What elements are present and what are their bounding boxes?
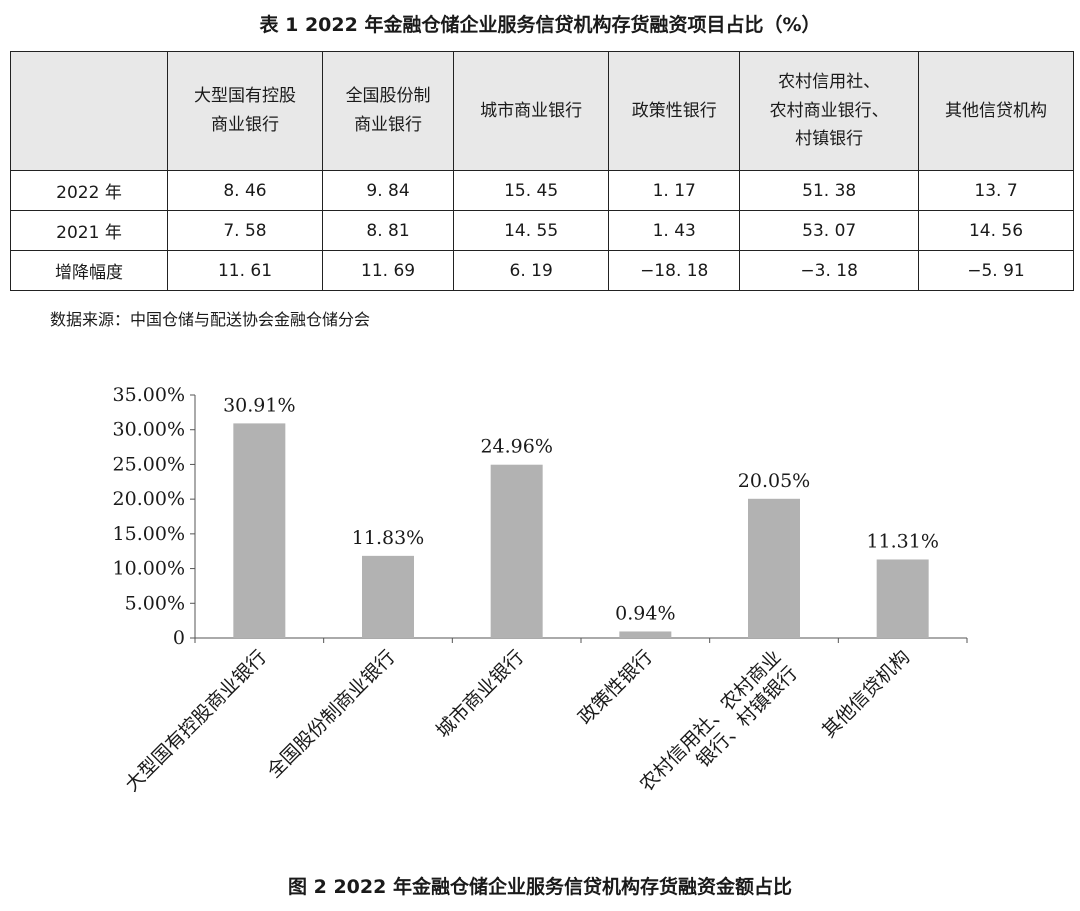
table-cell: 51. 38 (739, 170, 920, 211)
bar-chart: 0 5.00% 10.00% 15.00% 20.00% 25.00% 30.00% 35.0… (113, 384, 968, 812)
bar (876, 559, 929, 638)
header-cell: 大型国有控股 商业银行 (167, 51, 323, 171)
data-table: 大型国有控股 商业银行 全国股份制 商业银行 城市商业银行 政策性银行 农村信用社、… (10, 51, 1074, 291)
table-cell: 7. 58 (167, 210, 323, 251)
data-label: 30.91% (223, 394, 295, 416)
table-header-row: 大型国有控股 商业银行 全国股份制 商业银行 城市商业银行 政策性银行 农村信用社、… (10, 51, 1074, 171)
header-label: 商业银行 (210, 115, 279, 135)
y-tick-label: 25.00% (113, 453, 185, 475)
table-cell: −18. 18 (608, 250, 741, 291)
table-cell: 1. 43 (608, 210, 741, 251)
y-tick-label: 15.00% (113, 523, 185, 545)
table-cell: 11. 69 (321, 250, 455, 291)
figure-title: 图 2 2022 年金融仓储企业服务信贷机构存货融资金额占比 (288, 876, 792, 898)
x-category-label: 城市商业银行 (432, 646, 528, 742)
bar (233, 423, 286, 638)
bar (619, 631, 672, 638)
header-label: 其他信贷机构 (945, 100, 1047, 121)
y-tick-label: 35.00% (113, 384, 185, 406)
bar (490, 464, 543, 638)
header-cell: 农村信用社、 农村商业银行、 村镇银行 (739, 51, 920, 171)
table-row: 2021 年 7. 58 8. 81 14. 55 1. 43 53. 07 1… (10, 210, 1074, 251)
header-label: 大型国有控股 (193, 86, 296, 107)
bar (362, 555, 414, 638)
x-category-label: 全国股份制商业银行 (263, 646, 399, 782)
table-cell: 13. 7 (918, 170, 1074, 211)
y-tick-label: 5.00% (125, 592, 185, 614)
table-cell: 9. 84 (321, 170, 455, 211)
y-tick-label: 30.00% (113, 419, 185, 441)
table-cell: 53. 07 (739, 210, 920, 251)
data-label: 11.31% (866, 530, 938, 552)
header-cell (10, 51, 168, 171)
table-cell: 1. 17 (608, 170, 741, 211)
x-category-label-line: 全国股份制商业银行 (263, 646, 399, 782)
x-category-label-line: 大型国有控股商业银行 (121, 646, 271, 796)
header-label: 村镇银行 (795, 129, 864, 150)
table-row: 增降幅度 11. 61 11. 69 6. 19 −18. 18 −3. 18 … (10, 250, 1074, 291)
header-label: 农村信用社、 (778, 71, 881, 92)
table-cell: −3. 18 (739, 250, 920, 291)
x-category-label: 其他信贷机构 (818, 646, 914, 742)
table-cell: 14. 56 (918, 210, 1074, 251)
y-tick-label: 20.00% (113, 488, 185, 510)
table-cell: 15. 45 (453, 170, 610, 211)
x-category-label-line: 政策性银行 (574, 646, 657, 729)
data-label: 24.96% (480, 436, 552, 458)
bar (748, 498, 800, 638)
table-cell: 8. 81 (321, 210, 455, 251)
row-label: 2022 年 (10, 170, 168, 211)
table-cell: 8. 46 (167, 170, 323, 211)
header-label: 城市商业银行 (480, 100, 583, 121)
x-category-label-line: 其他信贷机构 (818, 646, 914, 742)
header-cell: 其他信贷机构 (918, 51, 1074, 171)
x-category-label-line: 城市商业银行 (432, 646, 528, 742)
header-label: 商业银行 (354, 115, 423, 135)
table-cell: 11. 61 (167, 250, 323, 291)
table-row: 2022 年 8. 46 9. 84 15. 45 1. 17 51. 38 1… (10, 170, 1074, 211)
x-category-label-line: 农村信用社、农村商业 (636, 646, 786, 796)
y-tick-label: 10.00% (113, 558, 185, 580)
row-label: 增降幅度 (10, 250, 168, 291)
x-category-label: 农村信用社、农村商业银行、村镇银行 (636, 646, 802, 812)
header-cell: 政策性银行 (608, 51, 741, 171)
header-cell: 城市商业银行 (453, 51, 610, 171)
header-label: 农村商业银行、 (769, 100, 889, 121)
x-category-label: 大型国有控股商业银行 (121, 646, 271, 796)
data-label: 20.05% (738, 470, 810, 492)
table-cell: 6. 19 (453, 250, 610, 291)
header-label: 政策性银行 (631, 100, 717, 121)
header-cell: 全国股份制 商业银行 (321, 51, 455, 171)
table-cell: 14. 55 (453, 210, 610, 251)
table-title: 表 1 2022 年金融仓储企业服务信贷机构存货融资项目占比（%） (259, 14, 821, 36)
data-source-note: 数据来源：中国仓储与配送协会金融仓储分会 (50, 310, 371, 329)
header-label: 全国股份制 (345, 86, 431, 107)
data-label: 11.83% (352, 527, 424, 549)
y-tick-label: 0 (173, 627, 185, 649)
table-cell: −5. 91 (918, 250, 1074, 291)
data-label: 0.94% (615, 602, 675, 624)
row-label: 2021 年 (10, 210, 168, 251)
x-category-label: 政策性银行 (574, 646, 657, 729)
